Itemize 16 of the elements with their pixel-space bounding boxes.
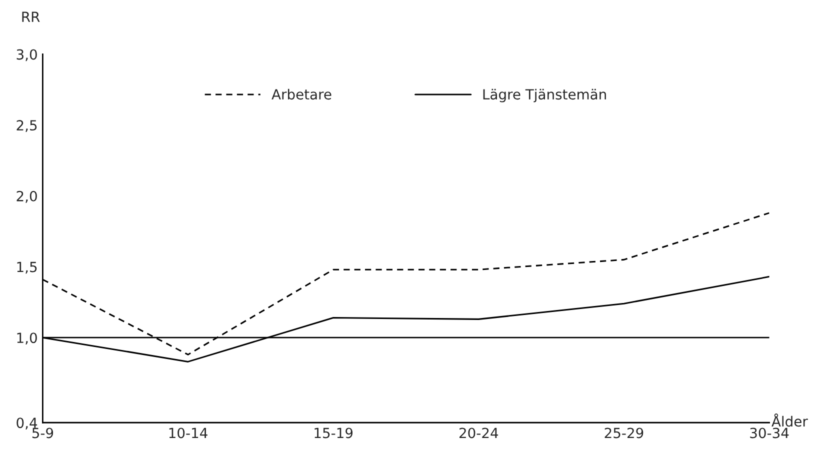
y-tick-label: 1,0 [17,332,37,344]
y-tick-label: 2,5 [16,120,37,132]
x-tick-label: 20-24 [459,428,498,438]
x-tick-label: 25-29 [604,428,644,438]
y-axis-title: RR [22,12,40,22]
y-tick-label: 3,0 [16,49,37,62]
x-tick-label: 30-34 [750,428,789,438]
y-tick-label: 1,5 [17,262,37,274]
y-tick-label: 0,4 [16,418,38,430]
x-axis-title: Ålder [772,414,808,427]
x-tick-label: 5-9 [32,428,54,438]
legend-label: Lägre Tjänstemän [483,88,606,102]
y-tick-label: 2,0 [16,190,37,203]
x-tick-label: 10-14 [169,428,208,438]
x-tick-label: 15-19 [314,428,353,438]
legend-label: Arbetare [272,88,332,100]
